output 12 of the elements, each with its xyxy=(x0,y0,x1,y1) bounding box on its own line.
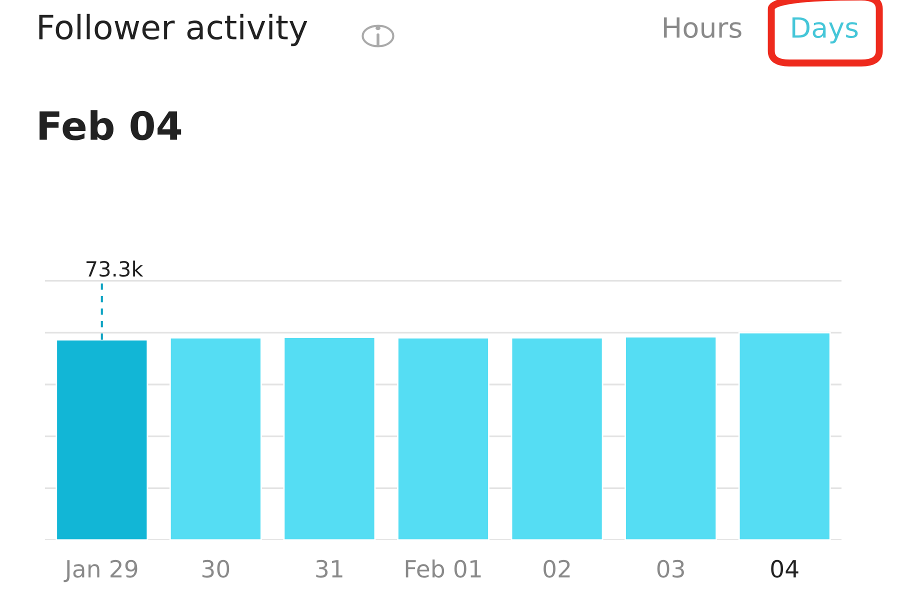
chart-subtitle: Feb 04 xyxy=(40,110,182,140)
x-tick-label: 02 xyxy=(544,560,570,578)
x-tick-label: 04 xyxy=(771,560,798,578)
x-tick-label: Jan 29 xyxy=(64,560,138,582)
text: Hours xyxy=(664,17,742,38)
x-tick-label: 31 xyxy=(316,560,342,578)
text: Days xyxy=(792,17,858,44)
x-tick-label: 30 xyxy=(202,560,230,578)
x-tick-label: Feb 01 xyxy=(406,559,481,578)
x-tick-label: 03 xyxy=(657,560,684,578)
data-label: 73.3k xyxy=(86,260,144,277)
chart-title: Follower activity xyxy=(39,14,308,46)
